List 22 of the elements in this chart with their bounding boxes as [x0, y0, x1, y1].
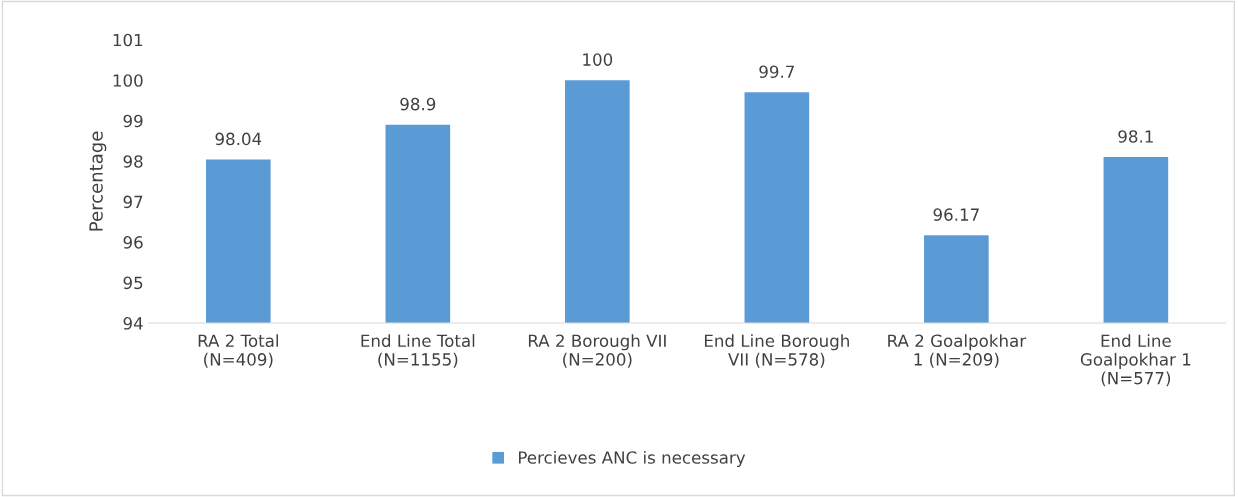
y-axis-title: Percentage [89, 131, 107, 231]
y-tick-label: 97 [123, 195, 143, 209]
data-label: 98.04 [215, 132, 262, 146]
y-tick-label: 100 [113, 74, 143, 87]
y-tick-label: 96 [123, 236, 143, 249]
y-tick-label: 95 [123, 276, 143, 290]
y-tick-label: 101 [113, 33, 143, 47]
x-tick-label: End Line Total (N=1155) [361, 334, 475, 368]
x-tick-label: RA 2 Goalpokhar 1 (N=209) [888, 334, 1027, 368]
data-label: 100 [583, 53, 613, 66]
y-tick-label: 98 [123, 155, 143, 168]
data-label: 98.9 [400, 97, 436, 111]
x-tick-label: End Line Goalpokhar 1 (N=577) [1080, 334, 1191, 387]
legend-label: Percieves ANC is necessary [519, 450, 746, 468]
x-tick-label: RA 2 Borough VII (N=200) [528, 334, 666, 368]
y-tick-label: 99 [123, 114, 143, 128]
data-label: 96.17 [933, 208, 979, 221]
data-label: 99.7 [759, 65, 794, 79]
data-label: 98.1 [1118, 130, 1153, 143]
x-tick-label: End Line Borough VII (N=578) [704, 334, 849, 368]
y-tick-label: 94 [123, 317, 143, 330]
x-tick-label: RA 2 Total (N=409) [198, 334, 278, 368]
